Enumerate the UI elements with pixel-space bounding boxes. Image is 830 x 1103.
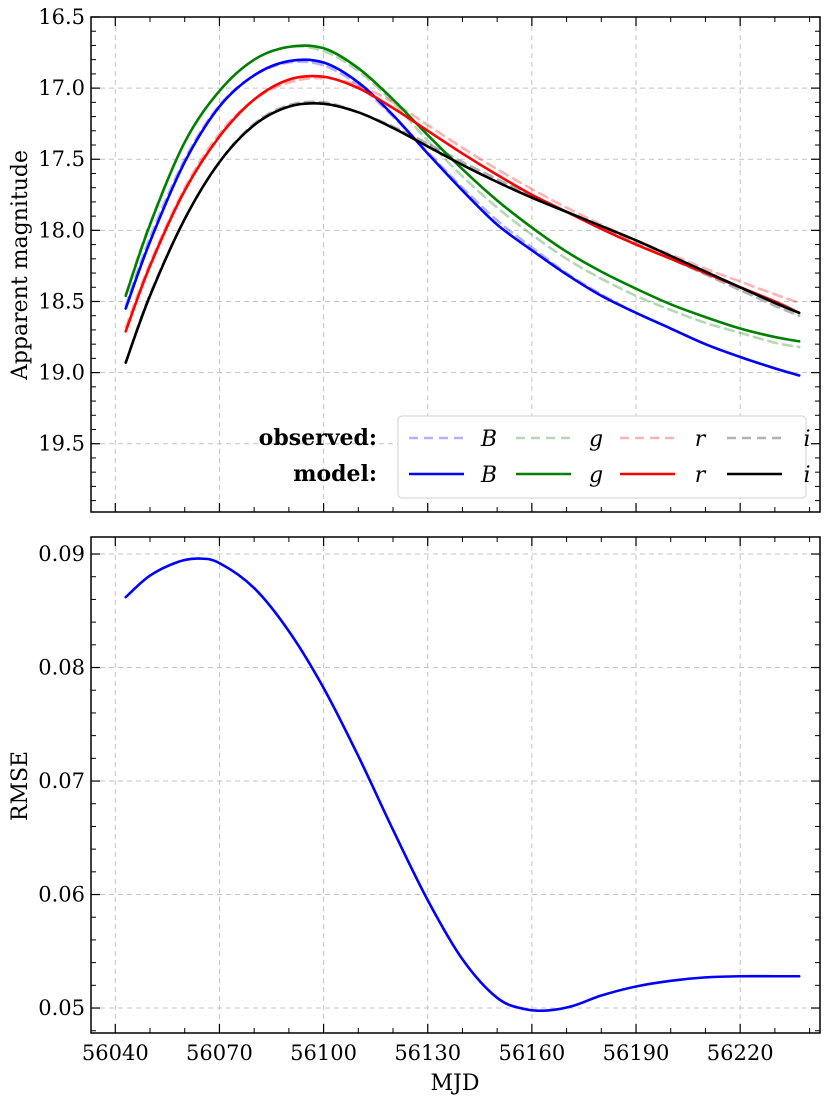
- legend-observed-g-label: g: [589, 427, 603, 452]
- legend-model-i-label: i: [803, 463, 810, 488]
- magnitude-y-tick-label: 17.0: [38, 76, 85, 100]
- magnitude-y-axis-label: Apparent magnitude: [8, 150, 33, 381]
- legend-observed-label: observed:: [259, 425, 377, 451]
- rmse-y-tick-label: 0.05: [38, 996, 85, 1020]
- model-i-line: [124, 102, 801, 364]
- magnitude-ticks: 16.5 17.0 17.5 18.0 18.5 19.0 19.5: [38, 5, 820, 512]
- rmse-y-axis-label: RMSE: [8, 751, 33, 821]
- rmse-ticks: 56040 56070 56100 56130 56160 56190 56220 0.05 0…: [38, 537, 820, 1065]
- legend-model-r-label: r: [695, 463, 707, 488]
- legend-model-g-label: g: [589, 463, 603, 488]
- x-tick-label: 56070: [186, 1041, 253, 1065]
- observed-r-line: [124, 76, 801, 329]
- rmse-panel: 56040 56070 56100 56130 56160 56190 56220 0.05 0…: [8, 536, 821, 1096]
- legend-observed-b-label: B: [480, 427, 497, 452]
- x-tick-label: 56160: [498, 1041, 565, 1065]
- magnitude-y-tick-label: 18.5: [38, 289, 85, 313]
- legend-observed-r-label: r: [695, 427, 707, 452]
- magnitude-grid: [91, 16, 820, 512]
- magnitude-series: [124, 44, 801, 377]
- magnitude-axes-frame: [90, 16, 821, 513]
- rmse-y-tick-label: 0.07: [38, 769, 85, 793]
- magnitude-y-tick-label: 18.0: [38, 218, 85, 242]
- model-g-line: [124, 44, 801, 343]
- legend-model-label: model:: [293, 461, 377, 487]
- magnitude-panel: 16.5 17.0 17.5 18.0 18.5 19.0 19.5 Apparent ma…: [8, 5, 821, 513]
- legend-model-b-label: B: [480, 463, 497, 488]
- magnitude-y-tick-label: 19.5: [38, 432, 85, 456]
- rmse-line: [124, 557, 801, 1013]
- x-tick-label: 56190: [603, 1041, 670, 1065]
- x-tick-label: 56100: [290, 1041, 357, 1065]
- x-tick-label: 56130: [394, 1041, 461, 1065]
- rmse-y-tick-label: 0.08: [38, 656, 85, 680]
- magnitude-y-tick-label: 19.0: [38, 361, 85, 385]
- magnitude-y-tick-label: 16.5: [38, 5, 85, 29]
- model-r-line: [124, 74, 801, 333]
- legend-observed-i-label: i: [803, 427, 810, 452]
- magnitude-y-tick-label: 17.5: [38, 147, 85, 171]
- model-b-line: [124, 58, 801, 377]
- rmse-axes-frame: [90, 536, 821, 1034]
- x-axis-label: MJD: [431, 1071, 480, 1096]
- legend-box: [397, 415, 807, 499]
- rmse-series: [124, 557, 801, 1013]
- rmse-plot-area: [91, 537, 820, 1033]
- rmse-y-tick-label: 0.09: [38, 542, 85, 566]
- rmse-grid: [91, 537, 820, 1033]
- rmse-y-tick-label: 0.06: [38, 883, 85, 907]
- x-tick-label: 56040: [82, 1041, 149, 1065]
- x-tick-label: 56220: [707, 1041, 774, 1065]
